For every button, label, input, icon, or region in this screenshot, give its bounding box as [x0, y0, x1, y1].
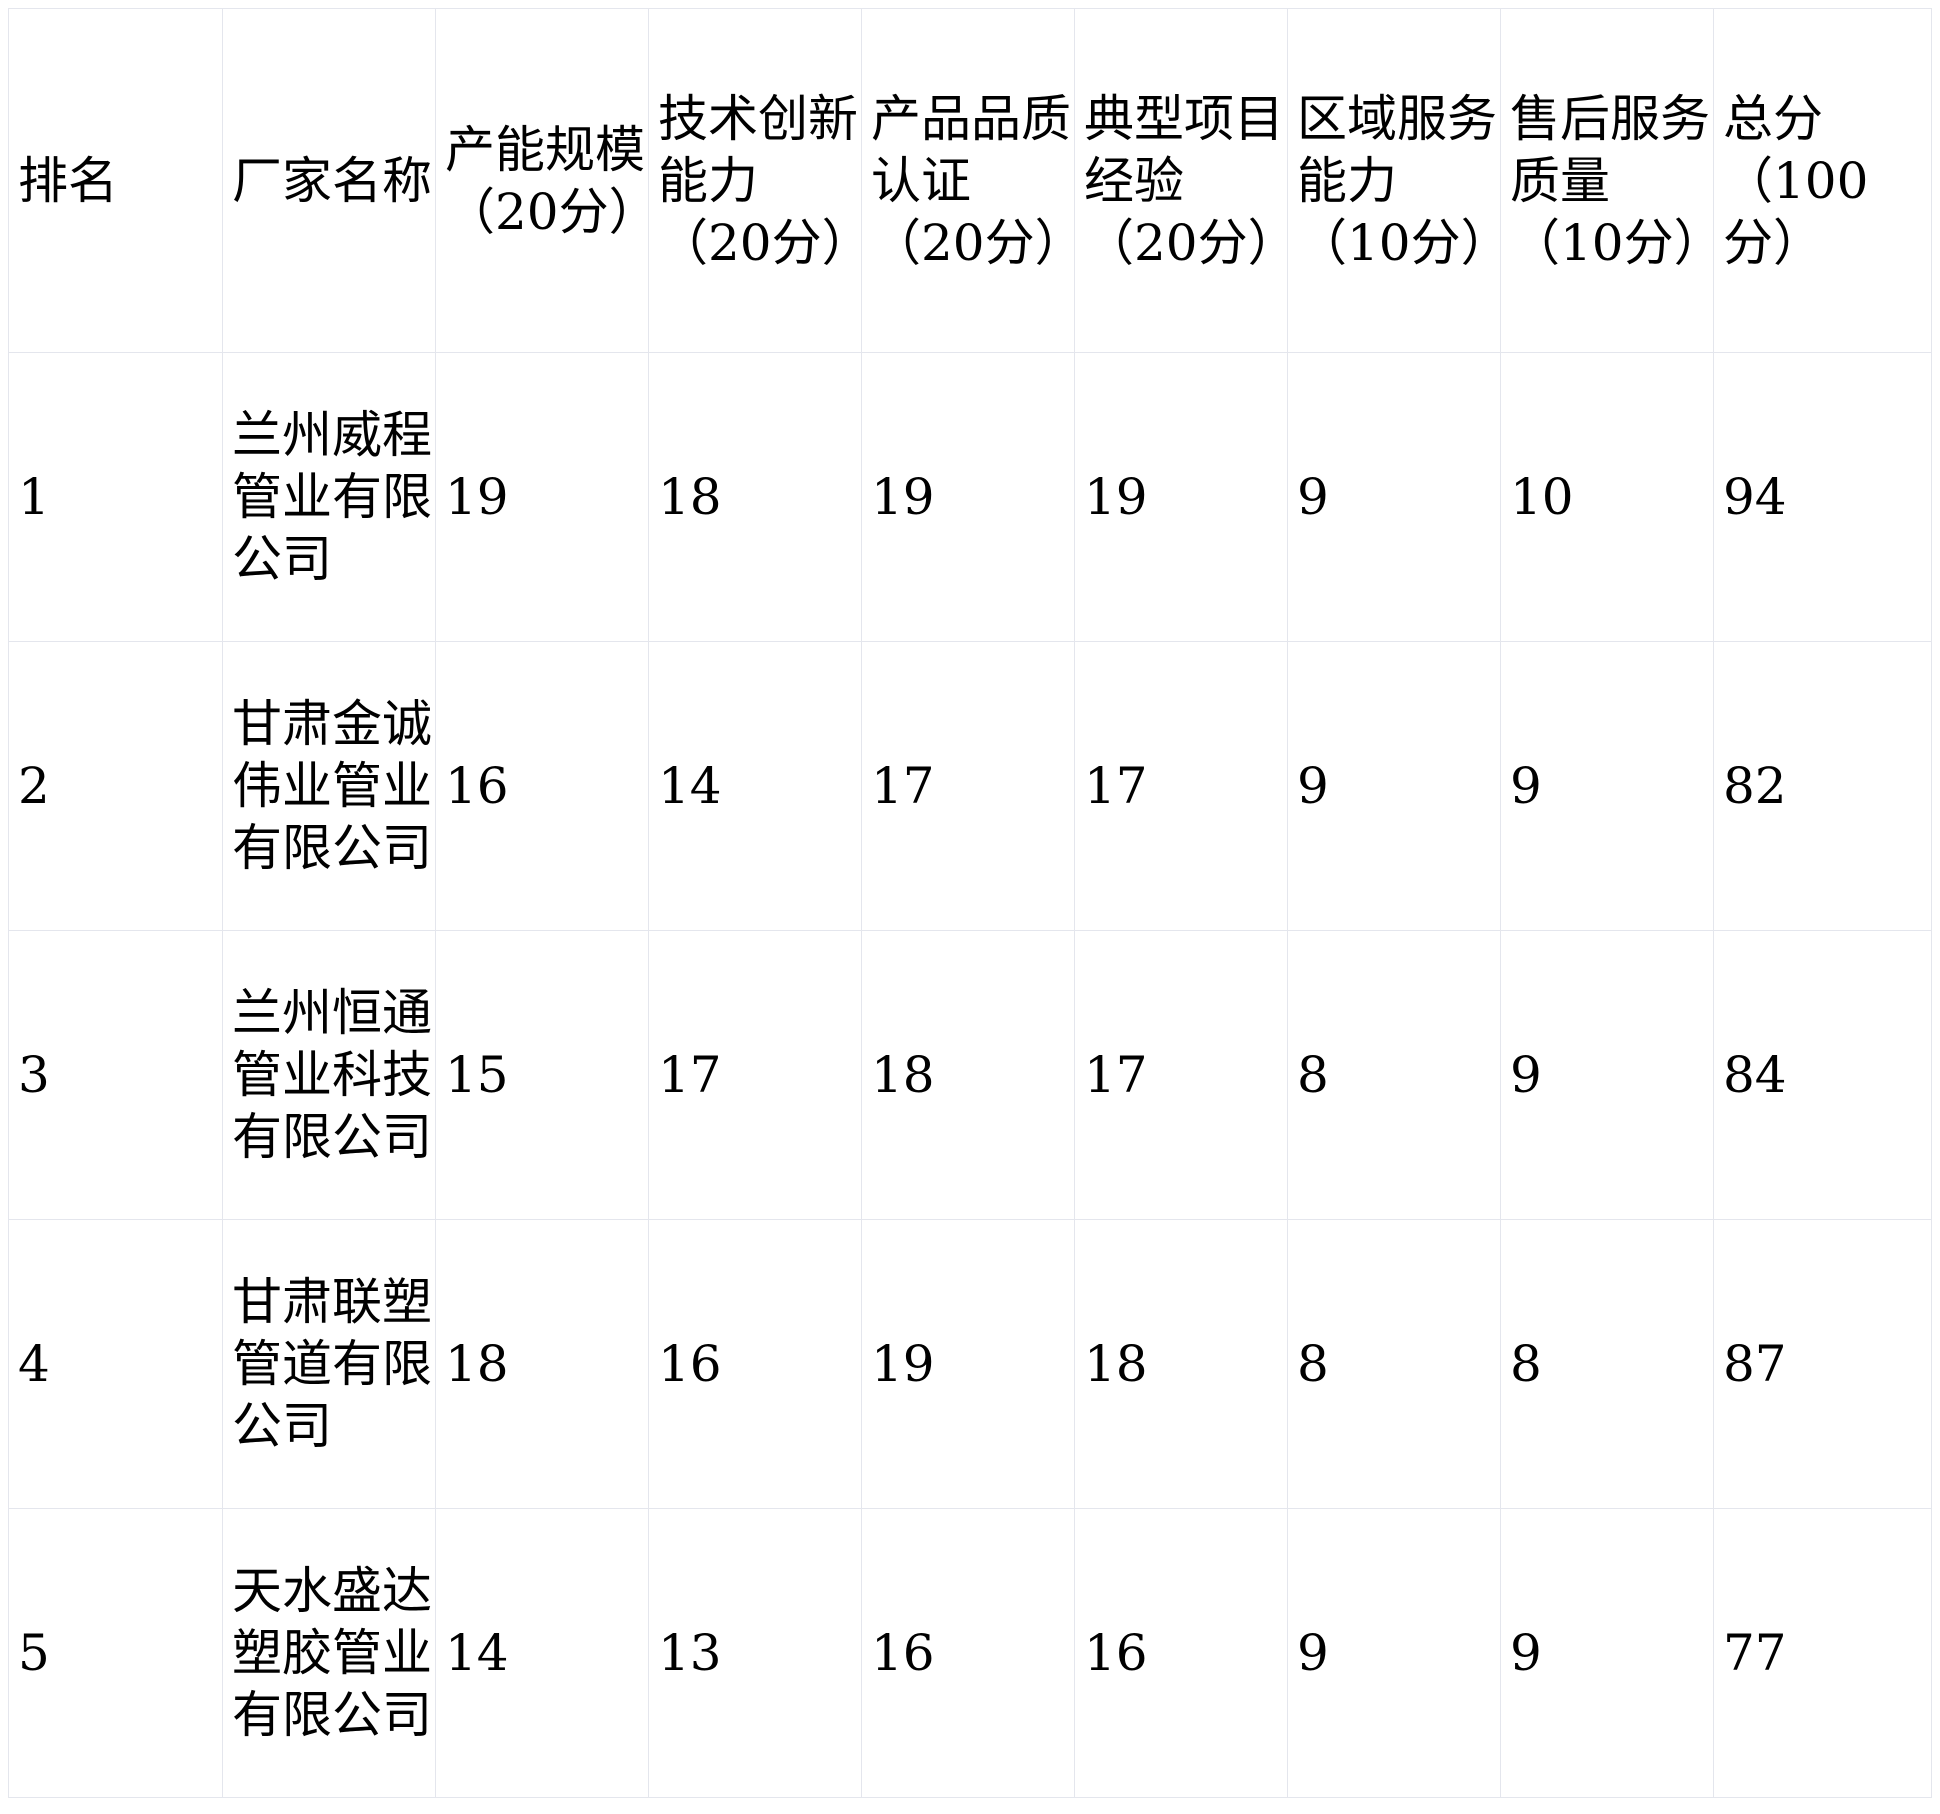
table-row: 2 甘肃金诚伟业管业有限公司 16 14 17 17 9 9 82 [8, 641, 1932, 931]
cell-total: 82 [1713, 641, 1932, 931]
cell-manufacturer: 甘肃金诚伟业管业有限公司 [222, 641, 436, 931]
cell-capacity: 18 [435, 1219, 649, 1509]
cell-innovation: 14 [648, 641, 862, 931]
cell-quality-cert: 17 [861, 641, 1075, 931]
cell-regional-service: 9 [1287, 1508, 1501, 1798]
header-aftersales-score: 售后服务质量（10分） [1500, 8, 1724, 353]
cell-capacity: 14 [435, 1508, 649, 1798]
table-header: 排名 厂家名称 产能规模（20分） 技术创新能力（20分） 产品品质认证（20分… [8, 8, 1932, 353]
cell-total: 94 [1713, 352, 1932, 642]
cell-quality-cert: 19 [861, 352, 1075, 642]
table-row: 4 甘肃联塑管道有限公司 18 16 19 18 8 8 87 [8, 1219, 1932, 1509]
header-rank: 排名 [8, 8, 223, 353]
cell-quality-cert: 16 [861, 1508, 1075, 1798]
cell-rank: 4 [8, 1219, 223, 1509]
cell-innovation: 18 [648, 352, 862, 642]
header-project-exp-score: 典型项目经验（20分） [1074, 8, 1298, 353]
cell-total: 84 [1713, 930, 1932, 1220]
header-regional-service-score: 区域服务能力（10分） [1287, 8, 1511, 353]
header-quality-cert-score: 产品品质认证（20分） [861, 8, 1085, 353]
cell-rank: 2 [8, 641, 223, 931]
table-row: 1 兰州威程管业有限公司 19 18 19 19 9 10 94 [8, 352, 1932, 642]
cell-aftersales: 9 [1500, 641, 1714, 931]
table-body: 1 兰州威程管业有限公司 19 18 19 19 9 10 94 2 甘肃金诚伟… [8, 352, 1932, 1798]
cell-capacity: 15 [435, 930, 649, 1220]
manufacturer-ranking-table: 排名 厂家名称 产能规模（20分） 技术创新能力（20分） 产品品质认证（20分… [8, 8, 1932, 1798]
header-capacity-score: 产能规模（20分） [435, 8, 659, 353]
header-row: 排名 厂家名称 产能规模（20分） 技术创新能力（20分） 产品品质认证（20分… [8, 8, 1932, 353]
cell-manufacturer: 天水盛达塑胶管业有限公司 [222, 1508, 436, 1798]
cell-project-exp: 17 [1074, 641, 1288, 931]
cell-innovation: 16 [648, 1219, 862, 1509]
cell-rank: 3 [8, 930, 223, 1220]
table-row: 5 天水盛达塑胶管业有限公司 14 13 16 16 9 9 77 [8, 1508, 1932, 1798]
cell-project-exp: 19 [1074, 352, 1288, 642]
cell-manufacturer: 甘肃联塑管道有限公司 [222, 1219, 436, 1509]
cell-aftersales: 9 [1500, 930, 1714, 1220]
cell-manufacturer: 兰州恒通管业科技有限公司 [222, 930, 436, 1220]
cell-capacity: 19 [435, 352, 649, 642]
cell-project-exp: 18 [1074, 1219, 1288, 1509]
cell-total: 87 [1713, 1219, 1932, 1509]
cell-project-exp: 17 [1074, 930, 1288, 1220]
header-innovation-score: 技术创新能力（20分） [648, 8, 872, 353]
cell-quality-cert: 18 [861, 930, 1075, 1220]
cell-rank: 5 [8, 1508, 223, 1798]
cell-project-exp: 16 [1074, 1508, 1288, 1798]
cell-regional-service: 9 [1287, 352, 1501, 642]
cell-quality-cert: 19 [861, 1219, 1075, 1509]
cell-aftersales: 8 [1500, 1219, 1714, 1509]
cell-innovation: 13 [648, 1508, 862, 1798]
cell-regional-service: 8 [1287, 1219, 1501, 1509]
cell-capacity: 16 [435, 641, 649, 931]
cell-aftersales: 9 [1500, 1508, 1714, 1798]
cell-rank: 1 [8, 352, 223, 642]
cell-regional-service: 9 [1287, 641, 1501, 931]
cell-total: 77 [1713, 1508, 1932, 1798]
cell-regional-service: 8 [1287, 930, 1501, 1220]
header-total-score: 总分（100分） [1713, 8, 1932, 353]
cell-aftersales: 10 [1500, 352, 1714, 642]
table-row: 3 兰州恒通管业科技有限公司 15 17 18 17 8 9 84 [8, 930, 1932, 1220]
cell-manufacturer: 兰州威程管业有限公司 [222, 352, 436, 642]
header-manufacturer-name: 厂家名称 [222, 8, 436, 353]
cell-innovation: 17 [648, 930, 862, 1220]
